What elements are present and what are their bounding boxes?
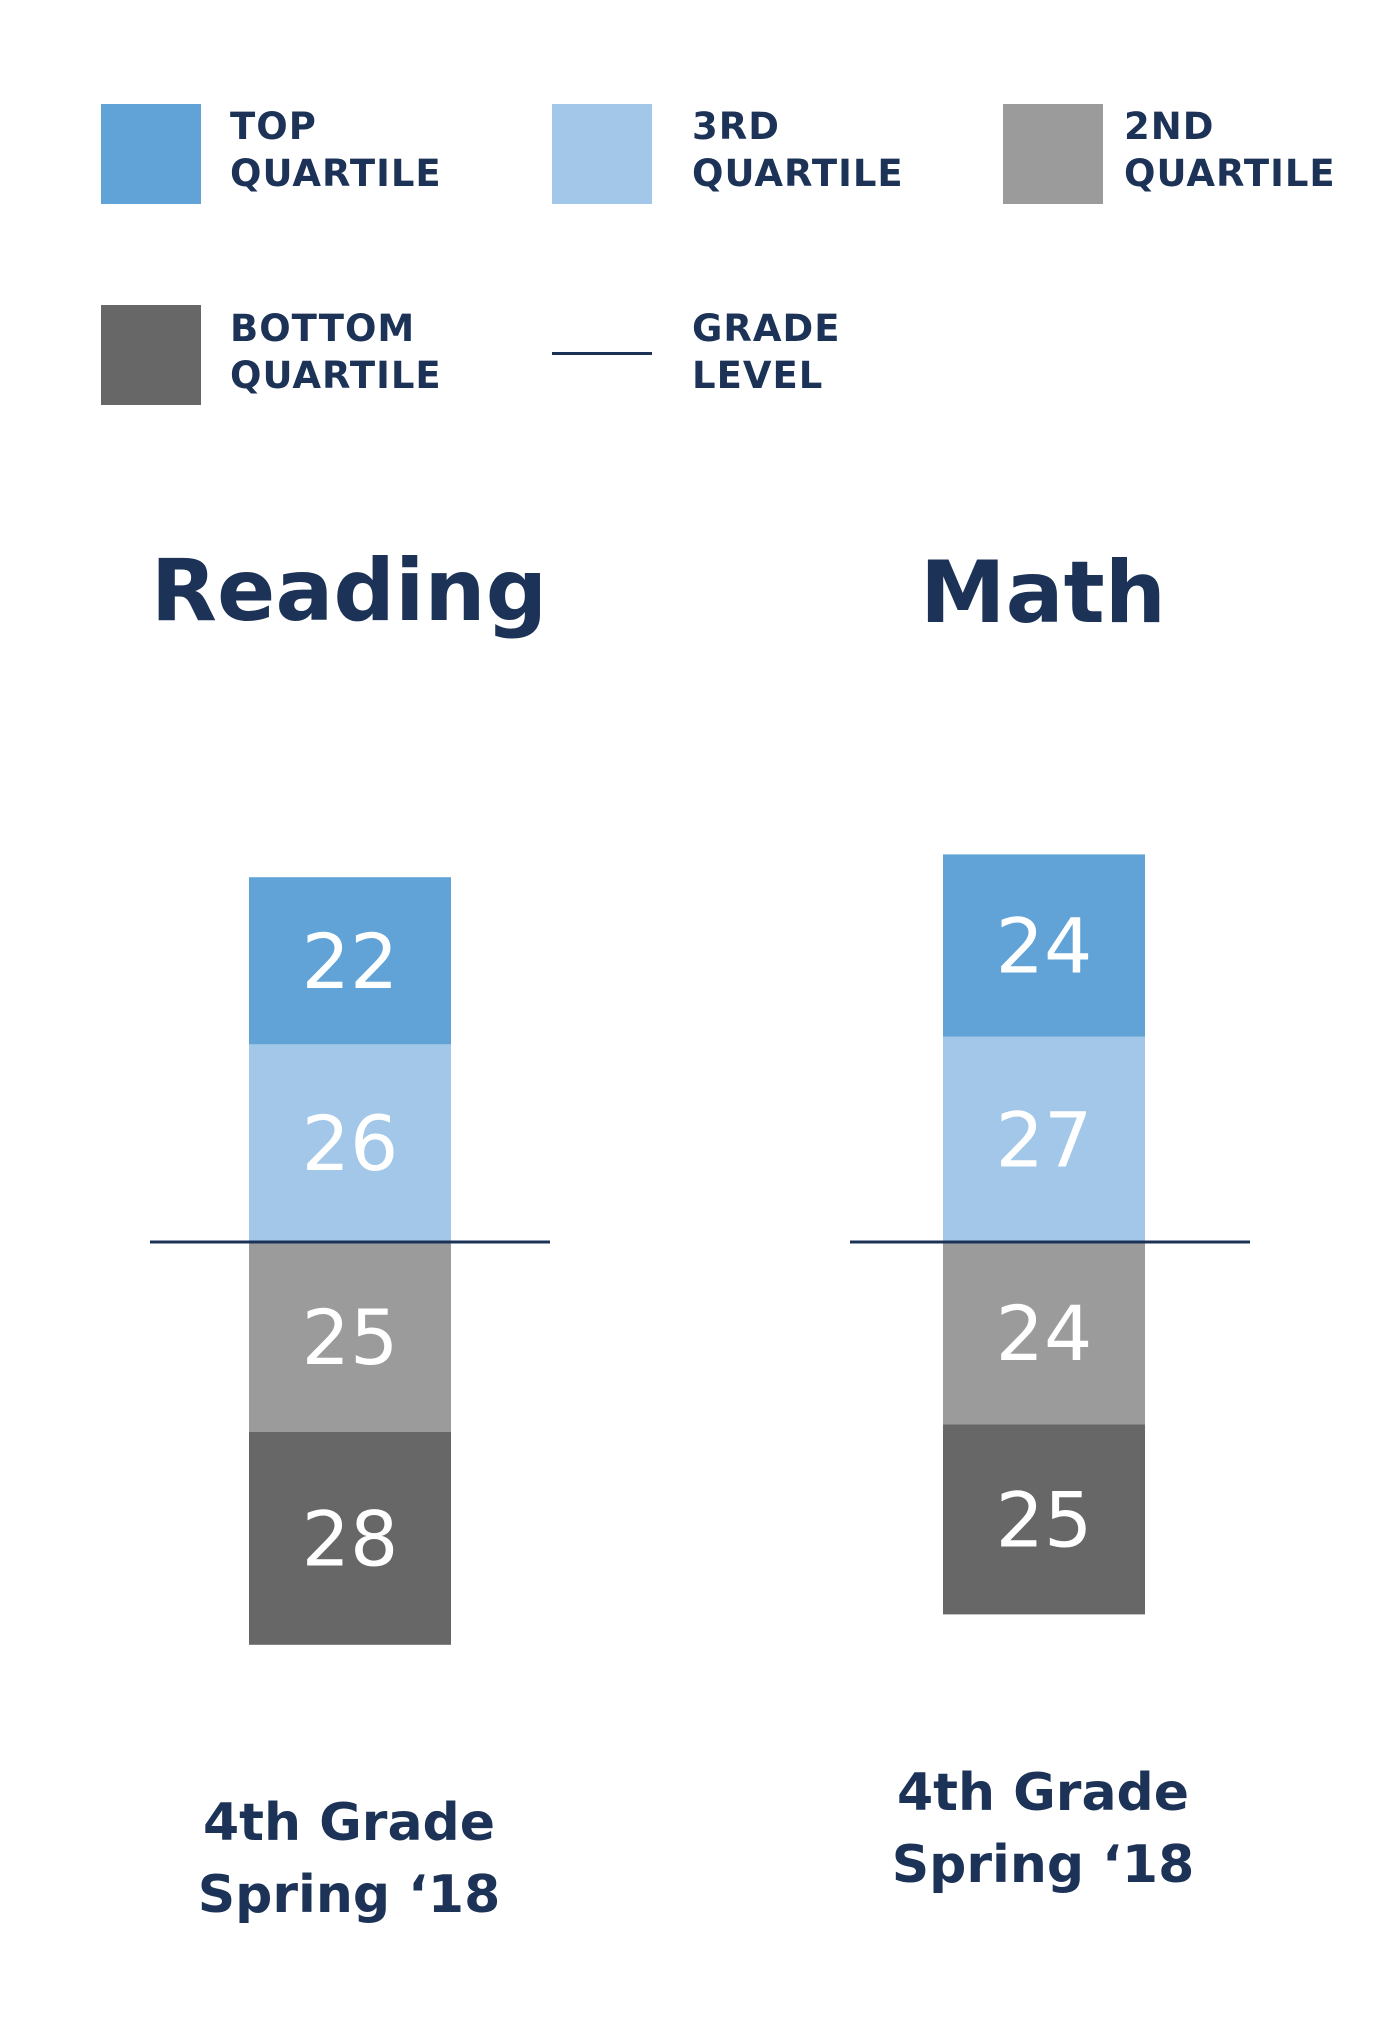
bar-segment-reading-bottom-quartile — [249, 1432, 451, 1645]
bar-segment-math-bottom-quartile — [943, 1424, 1145, 1615]
data-label-reading-top-quartile: 22 — [302, 917, 399, 1006]
legend-swatch-3rd-quartile — [552, 104, 652, 204]
data-label-math-bottom-quartile: 25 — [996, 1475, 1093, 1564]
legend-swatch-top-quartile — [101, 104, 201, 204]
bar-segment-math-2nd-quartile — [943, 1242, 1145, 1425]
data-label-math-top-quartile: 24 — [996, 902, 1093, 991]
bar-segment-reading-3rd-quartile — [249, 1044, 451, 1242]
bar-segment-math-3rd-quartile — [943, 1036, 1145, 1242]
legend-swatch-2nd-quartile — [1003, 104, 1103, 204]
data-label-math-3rd-quartile: 27 — [996, 1095, 1093, 1184]
bar-segment-reading-2nd-quartile — [249, 1242, 451, 1432]
bar-segment-reading-top-quartile — [249, 877, 451, 1045]
legend-line-grade-level — [552, 352, 652, 355]
legend-label-bottom-quartile: BOTTOM QUARTILE — [230, 307, 442, 397]
bar-segment-math-top-quartile — [943, 854, 1145, 1037]
chart-title-math: Math — [920, 543, 1166, 643]
legend-label-top-quartile: TOP QUARTILE — [230, 105, 442, 195]
category-label-line2-reading: Spring ‘18 — [198, 1865, 501, 1925]
category-label-line1-reading: 4th Grade — [203, 1793, 495, 1853]
legend-label-grade-level: GRADE LEVEL — [692, 307, 841, 397]
legend-label-3rd-quartile: 3RD QUARTILE — [692, 105, 904, 195]
legend-swatch-bottom-quartile — [101, 305, 201, 405]
category-label-line1-math: 4th Grade — [897, 1763, 1189, 1823]
legend-label-2nd-quartile: 2ND QUARTILE — [1124, 105, 1336, 195]
chart-title-reading: Reading — [151, 541, 547, 641]
data-label-reading-bottom-quartile: 28 — [302, 1494, 399, 1583]
category-label-line2-math: Spring ‘18 — [892, 1835, 1195, 1895]
data-label-reading-2nd-quartile: 25 — [302, 1293, 399, 1382]
data-label-math-2nd-quartile: 24 — [996, 1289, 1093, 1378]
data-label-reading-3rd-quartile: 26 — [302, 1099, 399, 1188]
